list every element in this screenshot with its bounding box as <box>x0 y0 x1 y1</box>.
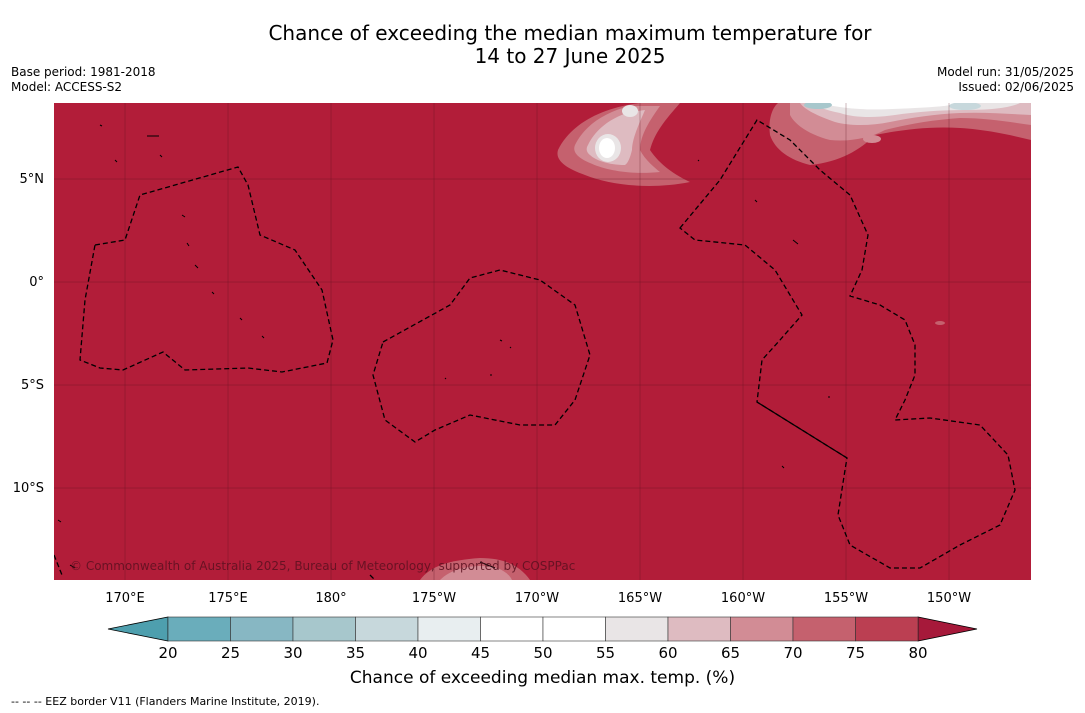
colorbar-tick-label: 30 <box>283 644 302 662</box>
title-line-1: Chance of exceeding the median maximum t… <box>268 21 872 45</box>
eez-tuvalu <box>79 166 334 373</box>
colorbar-swatch <box>230 616 294 642</box>
lat-label: 5°S <box>21 378 44 393</box>
colorbar-tick-label: 35 <box>346 644 365 662</box>
eez-footnote: -- -- -- EEZ border V11 (Flanders Marine… <box>11 695 320 708</box>
colorbar-swatch <box>480 616 544 642</box>
colorbar-label: Chance of exceeding median max. temp. (%… <box>349 668 736 688</box>
eez-phoenix <box>372 269 591 443</box>
eez-solid-segment <box>756 401 848 459</box>
colorbar-tick-label: 45 <box>471 644 490 662</box>
anomaly-blob-south <box>420 321 945 580</box>
eez-line-islands <box>679 119 1016 569</box>
colorbar-over-arrow <box>917 616 978 642</box>
colorbar-tick-label: 70 <box>783 644 802 662</box>
anomaly-blob-north-central <box>557 103 690 186</box>
colorbar-swatch <box>167 616 231 642</box>
map-area <box>54 103 1031 580</box>
lat-label: 5°N <box>20 172 45 187</box>
chart-title: Chance of exceeding the median maximum t… <box>0 22 1085 68</box>
lon-label: 150°W <box>927 591 971 606</box>
map-background <box>54 103 1031 580</box>
title-line-2: 14 to 27 June 2025 <box>474 44 666 68</box>
colorbar-swatch <box>855 616 919 642</box>
colorbar-tick-label: 55 <box>596 644 615 662</box>
eez-borders <box>54 119 1016 580</box>
colorbar-tick-label: 25 <box>221 644 240 662</box>
colorbar-swatch <box>605 616 669 642</box>
model-run: Model run: 31/05/2025 <box>936 65 1074 79</box>
colorbar-tick-label: 40 <box>408 644 427 662</box>
lat-label: 0° <box>29 275 44 290</box>
colorbar-tick-label: 75 <box>846 644 865 662</box>
colorbar-tick-label: 50 <box>533 644 552 662</box>
colorbar-swatch <box>792 616 856 642</box>
colorbar-tick-label: 65 <box>721 644 740 662</box>
colorbar-under-arrow <box>107 616 169 642</box>
colorbar-tick-label: 80 <box>908 644 927 662</box>
lon-axis-labels: 170°E 175°E 180° 175°W 170°W 165°W 160°W 155°W 1… <box>105 591 971 606</box>
lat-label: 10°S <box>13 481 44 496</box>
base-period: Base period: 1981-2018 <box>11 65 156 79</box>
colorbar-tick-label: 20 <box>158 644 177 662</box>
meta-left: Base period: 1981-2018 Model: ACCESS-S2 <box>11 65 156 95</box>
lon-label: 175°W <box>412 591 456 606</box>
lon-label: 155°W <box>824 591 868 606</box>
grid-lines <box>54 103 1031 580</box>
eez-cook-edge <box>54 554 376 580</box>
colorbar-swatch <box>730 616 794 642</box>
meta-right: Model run: 31/05/2025 Issued: 02/06/2025 <box>937 65 1074 95</box>
lon-label: 160°W <box>721 591 765 606</box>
lon-label: 175°E <box>208 591 248 606</box>
copyright-text: © Commonwealth of Australia 2025, Bureau… <box>70 559 575 573</box>
colorbar-swatch <box>667 616 731 642</box>
lon-label: 180° <box>315 591 346 606</box>
colorbar-swatch <box>355 616 419 642</box>
lon-label: 170°E <box>105 591 145 606</box>
colorbar-swatch <box>292 616 356 642</box>
lon-label: 170°W <box>515 591 559 606</box>
colorbar-swatch <box>542 616 606 642</box>
colorbar-swatch <box>417 616 481 642</box>
lon-label: 165°W <box>618 591 662 606</box>
lat-axis-labels: 5°N 0° 5°S 10°S <box>13 172 44 496</box>
island-specks <box>57 124 830 569</box>
colorbar-tick-label: 60 <box>658 644 677 662</box>
anomaly-blob-north-east <box>769 103 1031 165</box>
colorbar: 20 25 30 35 40 45 50 55 60 65 70 75 80 <box>107 616 978 662</box>
model-name: Model: ACCESS-S2 <box>11 80 123 94</box>
issued-date: Issued: 02/06/2025 <box>958 80 1074 94</box>
